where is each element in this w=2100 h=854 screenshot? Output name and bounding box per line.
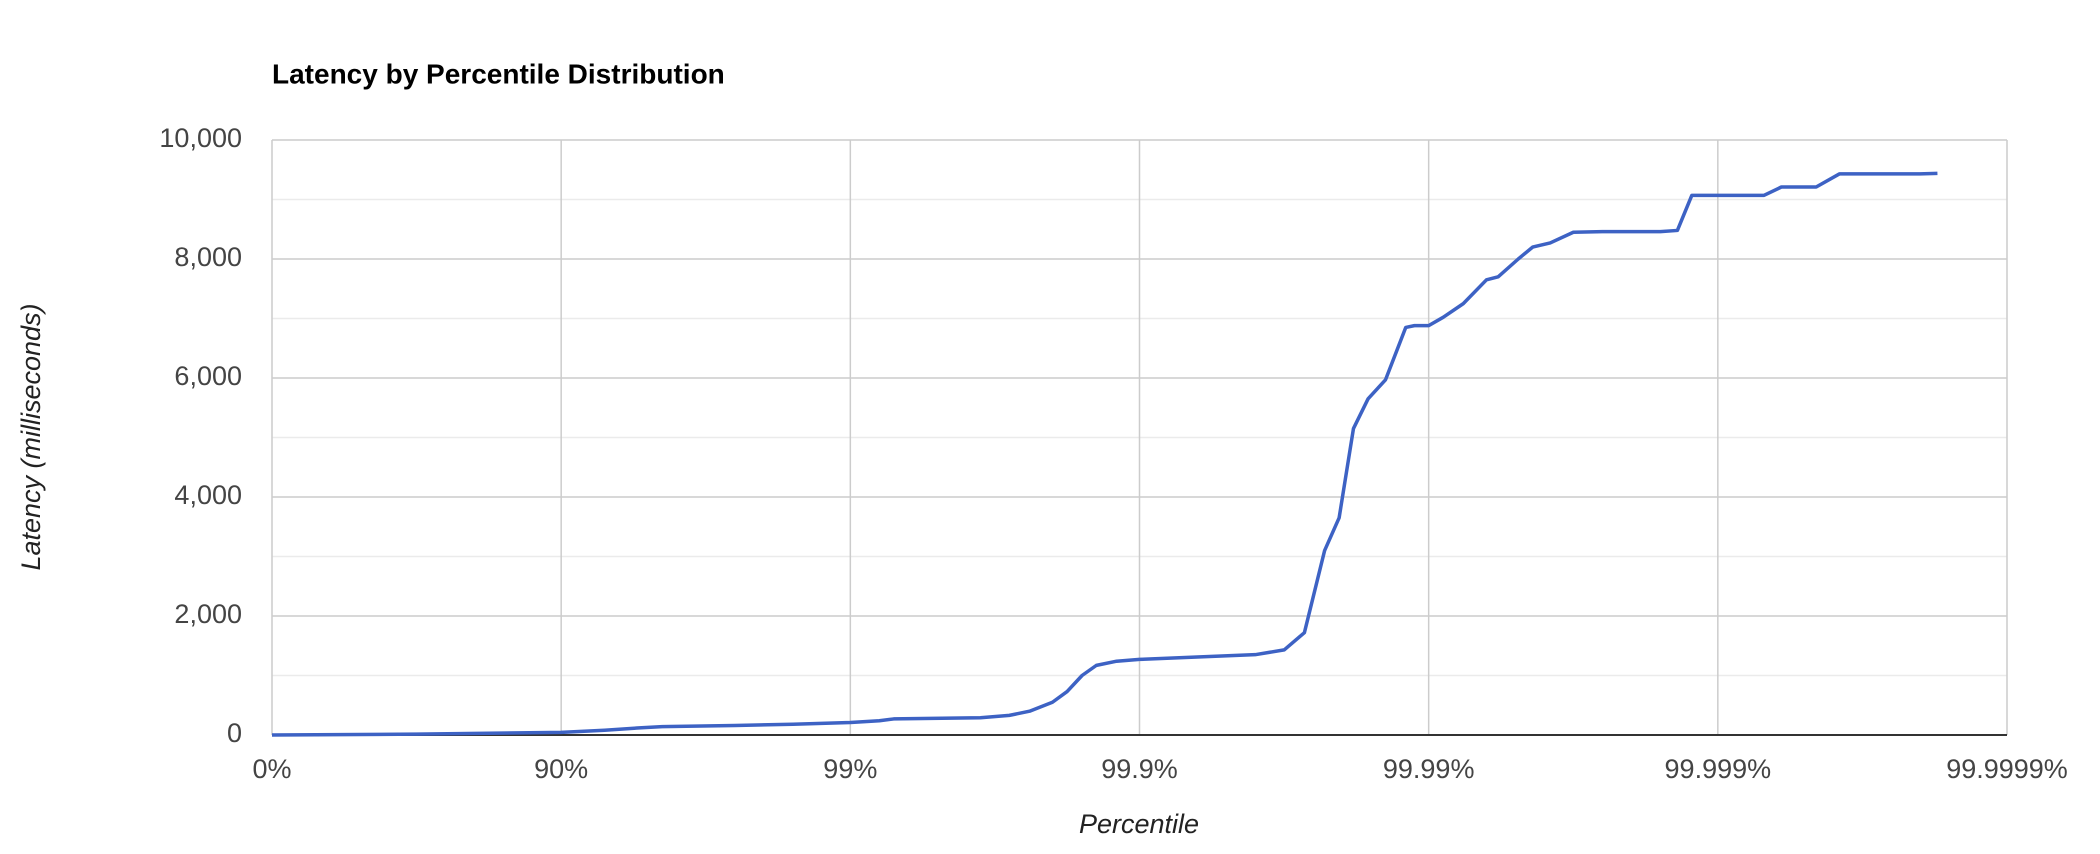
x-tick-label: 90% — [534, 754, 588, 784]
chart-title: Latency by Percentile Distribution — [272, 58, 725, 89]
y-axis-title: Latency (milliseconds) — [16, 303, 46, 570]
x-tick-label: 99.9999% — [1946, 754, 2068, 784]
x-tick-label: 0% — [252, 754, 291, 784]
y-tick-label: 10,000 — [159, 123, 242, 153]
x-tick-label: 99.999% — [1665, 754, 1772, 784]
y-tick-label: 4,000 — [174, 480, 242, 510]
x-tick-label: 99.9% — [1101, 754, 1178, 784]
y-tick-label: 6,000 — [174, 361, 242, 391]
data-line — [271, 171, 1938, 737]
x-axis-title: Percentile — [1079, 809, 1199, 839]
y-tick-label: 8,000 — [174, 242, 242, 272]
grid: 0 2,000 4,000 6,000 8,000 10,000 0% 90% 99% 99.9%… — [159, 123, 2067, 784]
y-tick-label: 2,000 — [174, 599, 242, 629]
plot — [271, 171, 1938, 737]
y-tick-label: 0 — [227, 718, 242, 748]
x-tick-label: 99.99% — [1383, 754, 1475, 784]
x-tick-label: 99% — [823, 754, 877, 784]
